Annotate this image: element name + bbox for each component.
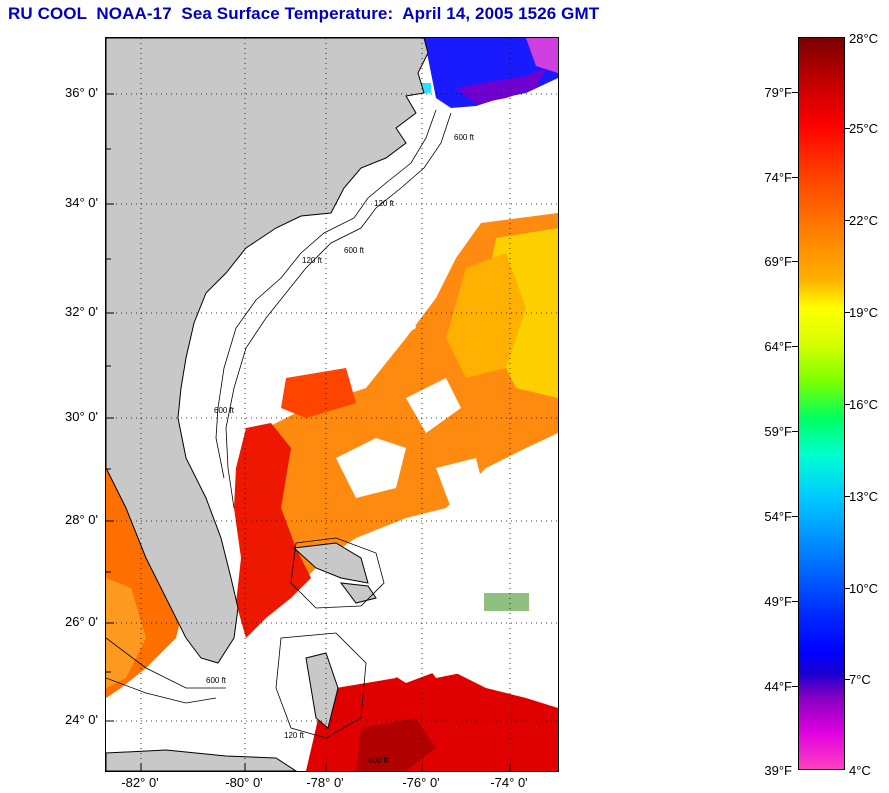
bathymetry-contours bbox=[106, 109, 452, 739]
scale-tick bbox=[792, 261, 798, 262]
fahrenheit-label: 44°F bbox=[764, 679, 792, 694]
lat-label: 32° 0' bbox=[65, 304, 98, 319]
contour-label: 600 ft bbox=[344, 246, 365, 255]
celsius-label: 16°C bbox=[849, 397, 879, 412]
fahrenheit-label: 64°F bbox=[764, 339, 792, 354]
contour-label: 120 ft bbox=[284, 731, 305, 740]
lat-label: 26° 0' bbox=[65, 614, 98, 629]
lat-label: 30° 0' bbox=[65, 409, 98, 424]
land-mass bbox=[106, 38, 429, 664]
cloud-gaps bbox=[296, 278, 486, 688]
scale-tick bbox=[792, 431, 798, 432]
cuba-coast bbox=[106, 749, 297, 771]
celsius-label: 10°C bbox=[849, 581, 879, 596]
scale-tick bbox=[792, 516, 798, 517]
lon-label: -82° 0' bbox=[121, 775, 159, 790]
celsius-label: 13°C bbox=[849, 489, 879, 504]
scale-tick bbox=[792, 601, 798, 602]
sst-map-canvas: 120 ft 600 ft 120 ft 600 ft 600 ft 120 f… bbox=[106, 38, 558, 771]
celsius-label: 4°C bbox=[849, 763, 871, 778]
lon-label: -74° 0' bbox=[490, 775, 528, 790]
scale-tick bbox=[792, 92, 798, 93]
map-title: RU COOL NOAA-17 Sea Surface Temperature:… bbox=[8, 4, 600, 23]
fahrenheit-label: 59°F bbox=[764, 424, 792, 439]
sst-small-patch bbox=[416, 83, 431, 93]
sst-cold-front bbox=[456, 68, 546, 104]
fahrenheit-label: 39°F bbox=[764, 763, 792, 778]
contour-label: 120 ft bbox=[374, 199, 395, 208]
sst-patch-north bbox=[281, 368, 356, 418]
contour-label: 600 ft bbox=[214, 406, 235, 415]
sst-southern-hot bbox=[356, 718, 436, 771]
lat-label: 24° 0' bbox=[65, 712, 98, 727]
sst-small-patch bbox=[484, 593, 529, 611]
lat-label: 34° 0' bbox=[65, 195, 98, 210]
scale-tick bbox=[844, 679, 850, 680]
contour-label: 600 ft bbox=[454, 133, 475, 142]
contour-label: 120 ft bbox=[302, 256, 323, 265]
scale-tick bbox=[844, 588, 850, 589]
contour-labels: 120 ft 600 ft 120 ft 600 ft 600 ft 120 f… bbox=[206, 133, 475, 765]
fahrenheit-label: 49°F bbox=[764, 594, 792, 609]
scale-tick bbox=[792, 686, 798, 687]
scale-tick bbox=[792, 177, 798, 178]
graticule bbox=[106, 38, 558, 771]
celsius-label: 28°C bbox=[849, 31, 879, 46]
celsius-label: 22°C bbox=[849, 213, 879, 228]
scale-tick bbox=[844, 496, 850, 497]
fahrenheit-label: 79°F bbox=[764, 85, 792, 100]
bahamas bbox=[292, 542, 377, 729]
scale-tick bbox=[844, 312, 850, 313]
scale-tick bbox=[844, 220, 850, 221]
sst-gulf-shelf bbox=[106, 578, 146, 688]
fahrenheit-label: 69°F bbox=[764, 254, 792, 269]
temperature-color-scale bbox=[798, 37, 845, 770]
celsius-label: 7°C bbox=[849, 672, 871, 687]
fahrenheit-label: 54°F bbox=[764, 509, 792, 524]
lat-label: 36° 0' bbox=[65, 85, 98, 100]
lon-label: -76° 0' bbox=[402, 775, 440, 790]
lon-label: -80° 0' bbox=[225, 775, 263, 790]
sst-eddy bbox=[446, 253, 526, 378]
fahrenheit-label: 74°F bbox=[764, 170, 792, 185]
scale-tick bbox=[844, 128, 850, 129]
lat-label: 28° 0' bbox=[65, 512, 98, 527]
scale-tick bbox=[792, 346, 798, 347]
axis-ticks bbox=[106, 93, 511, 771]
celsius-label: 19°C bbox=[849, 305, 879, 320]
scale-tick bbox=[844, 404, 850, 405]
contour-label: 600 ft bbox=[206, 676, 227, 685]
celsius-label: 25°C bbox=[849, 121, 879, 136]
contour-label: 600 ft bbox=[368, 756, 389, 765]
lon-label: -78° 0' bbox=[306, 775, 344, 790]
sst-map[interactable]: 120 ft 600 ft 120 ft 600 ft 600 ft 120 f… bbox=[105, 37, 559, 772]
sst-cold-front-2 bbox=[526, 38, 558, 73]
